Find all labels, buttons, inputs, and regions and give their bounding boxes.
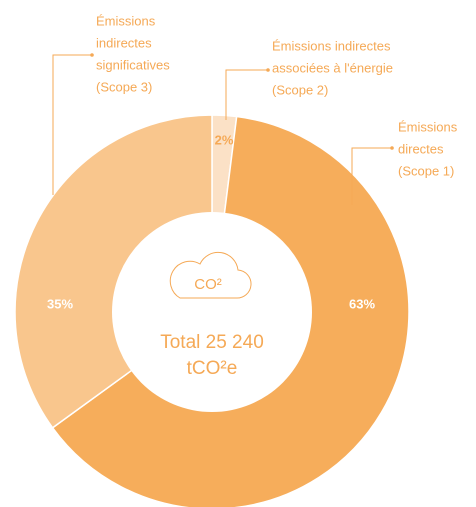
- leader-dot: [390, 146, 394, 150]
- legend-label: Émissions: [398, 119, 458, 134]
- legend-label: (Scope 3): [96, 79, 152, 94]
- leader-line: [351, 147, 392, 205]
- legend-label: (Scope 1): [398, 163, 454, 178]
- legend-label: associées à l'énergie: [272, 60, 393, 75]
- donut-hole: [112, 212, 312, 412]
- leader-dot: [266, 68, 270, 72]
- donut-segment: [14, 114, 213, 429]
- legend-label: directes: [398, 141, 444, 156]
- leader-line: [225, 69, 268, 120]
- legend-label: Émissions: [96, 13, 156, 28]
- legend-label: indirectes: [96, 35, 152, 50]
- center-text: tCO²e: [187, 358, 238, 379]
- center-text: Total 25 240: [160, 332, 264, 353]
- cloud-icon: [169, 251, 252, 299]
- data-label: 2%: [215, 132, 234, 147]
- icon-label: CO²: [194, 276, 222, 293]
- legend-label: significatives: [96, 57, 170, 72]
- data-label: 35%: [47, 296, 73, 311]
- leader-line: [52, 54, 92, 195]
- data-label: 63%: [349, 296, 375, 311]
- legend-label: Émissions indirectes: [272, 38, 391, 53]
- leader-dot: [90, 53, 94, 57]
- legend-label: (Scope 2): [272, 82, 328, 97]
